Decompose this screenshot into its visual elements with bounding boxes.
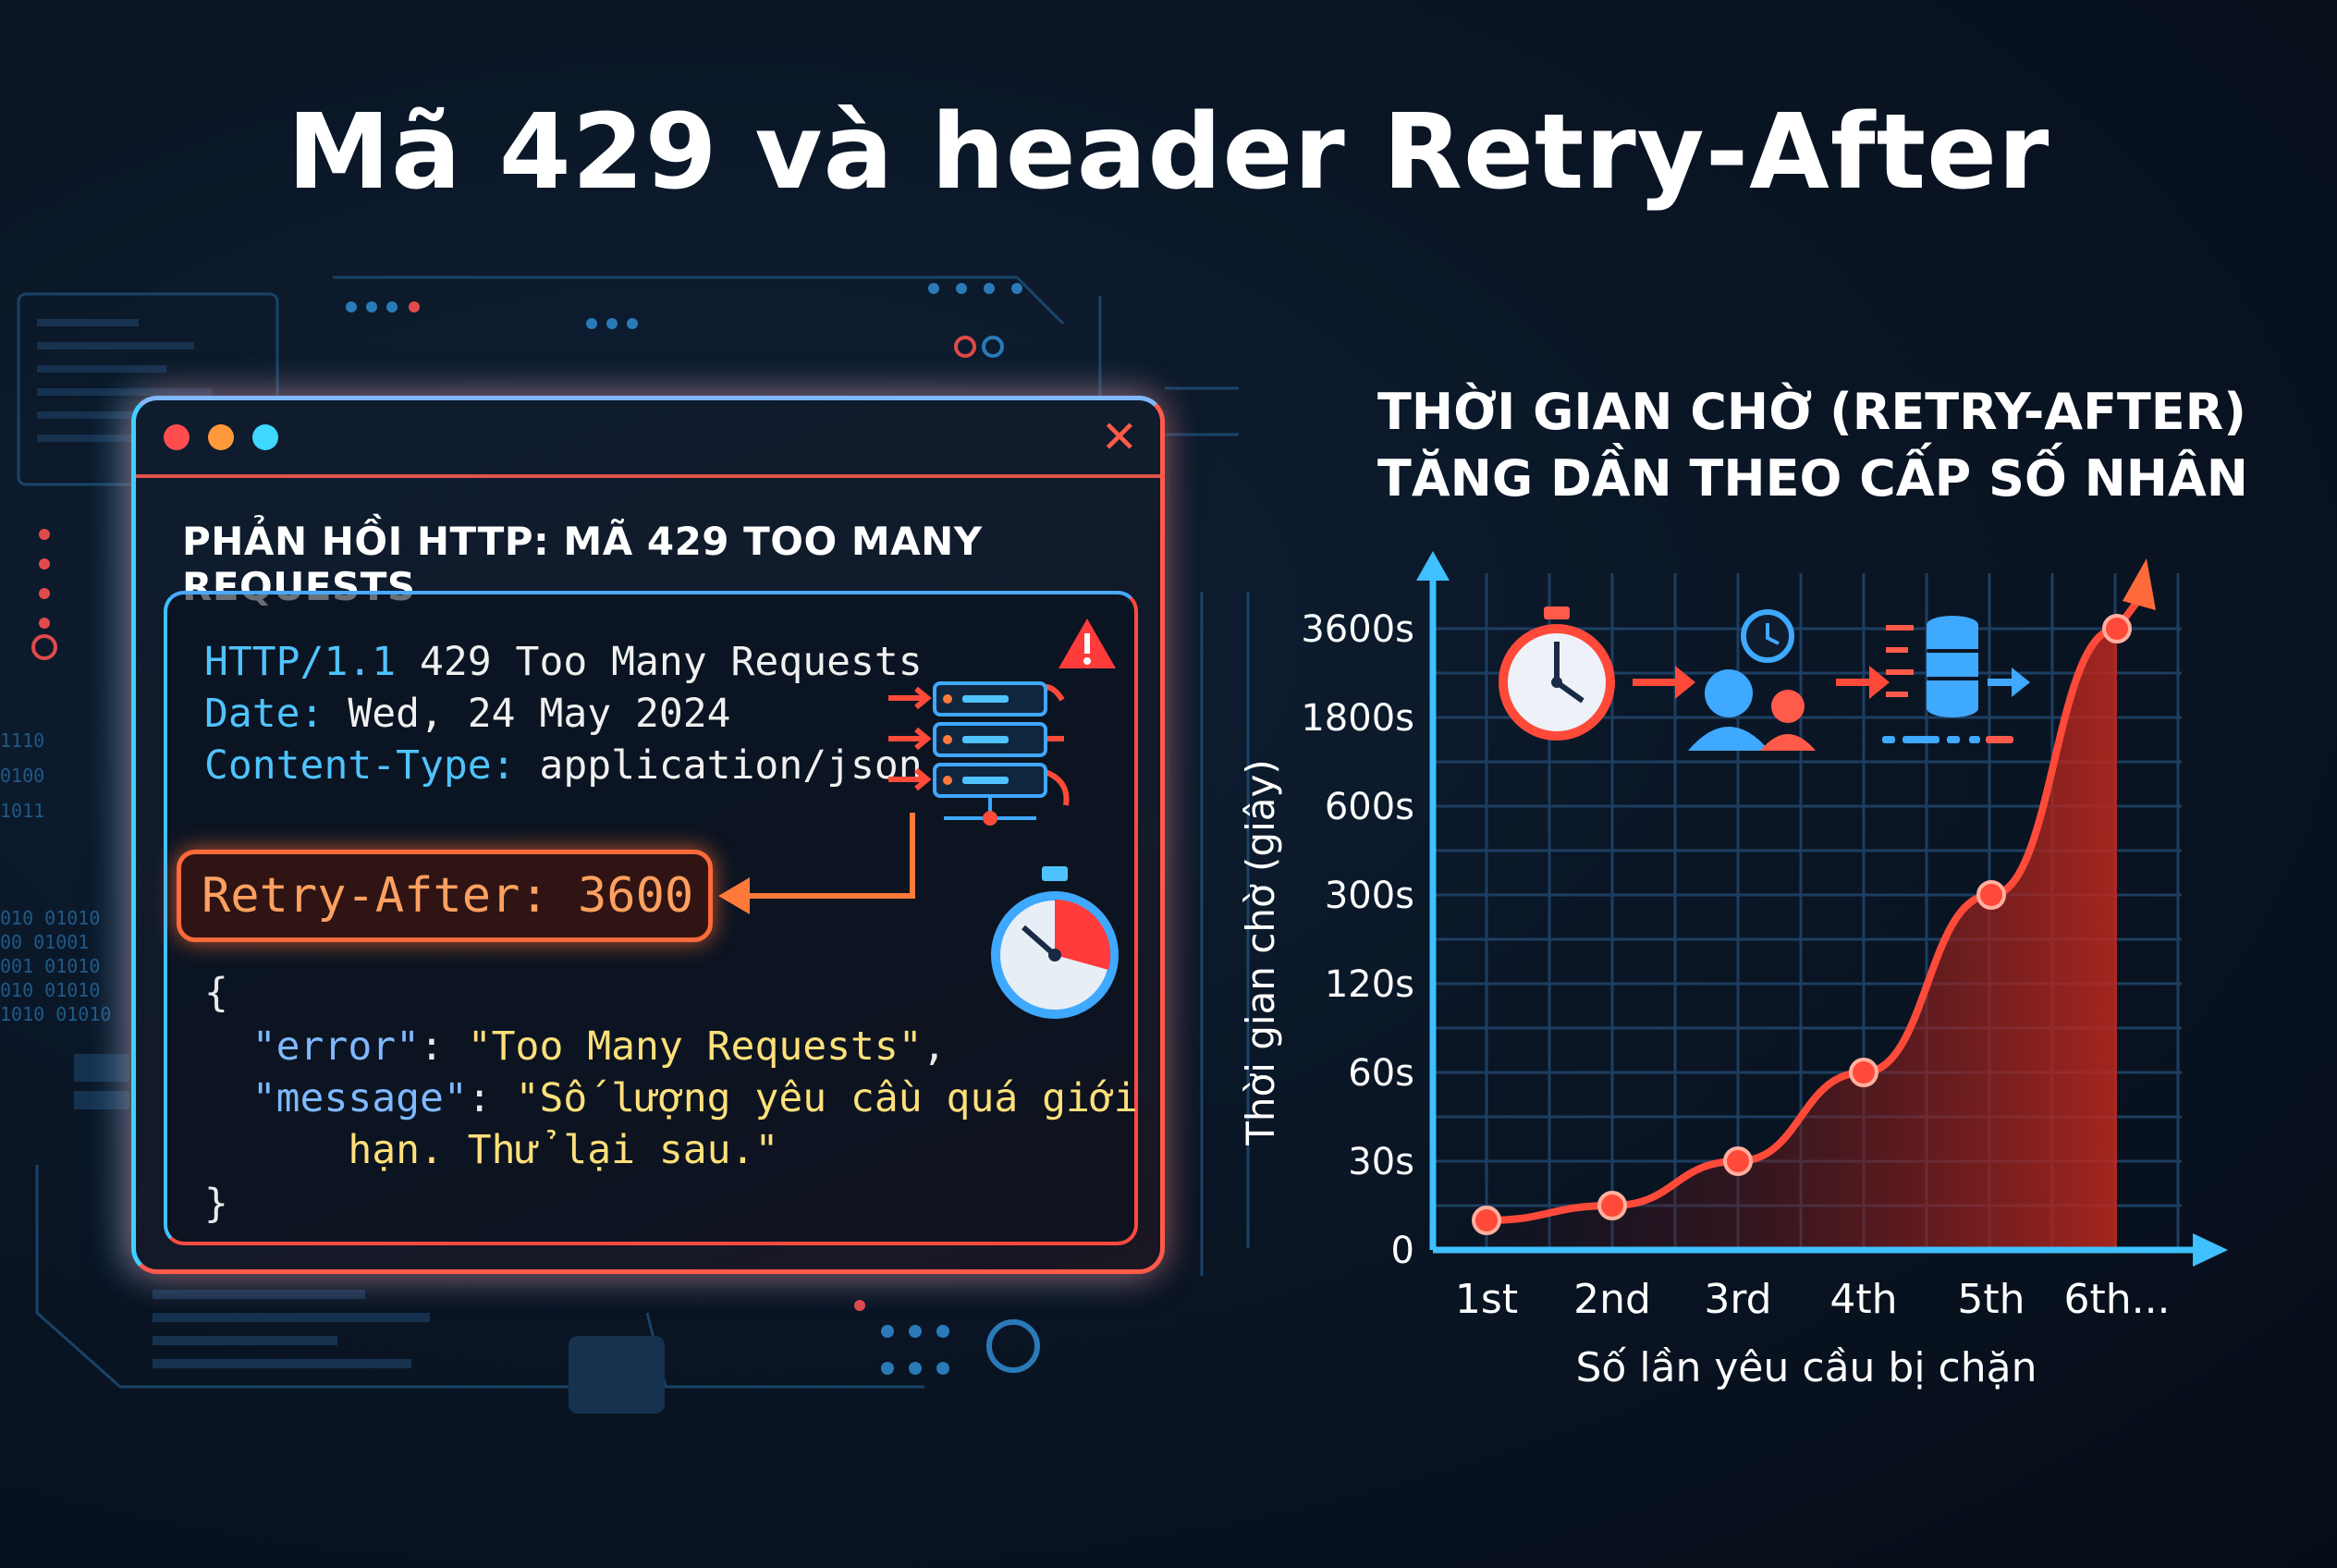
x-tick-label: 6th... bbox=[2063, 1276, 2170, 1323]
y-tick-label: 30s bbox=[1348, 1141, 1414, 1183]
database-icon bbox=[1882, 616, 2030, 743]
svg-text:010 01010: 010 01010 bbox=[0, 979, 100, 1001]
header-line-date: Date: Wed, 24 May 2024 bbox=[204, 691, 731, 737]
series-arrowhead bbox=[2123, 558, 2156, 610]
json-message-line: "message": "Số lượng yêu cầu quá giới bbox=[251, 1075, 1138, 1121]
data-point-1 bbox=[1472, 1206, 1501, 1235]
y-axis-arrowhead bbox=[1416, 551, 1450, 581]
http-response-window: ✕ PHẢN HỒI HTTP: MÃ 429 TOO MANY REQUEST… bbox=[131, 396, 1165, 1274]
y-tick-label: 1800s bbox=[1301, 697, 1414, 740]
chart-axes bbox=[1416, 551, 2228, 1267]
svg-text:1010 01010: 1010 01010 bbox=[0, 1003, 111, 1025]
svg-text:010 01010: 010 01010 bbox=[0, 907, 100, 929]
window-dot-cyan[interactable] bbox=[252, 424, 278, 450]
x-tick-label: 3rd bbox=[1704, 1276, 1771, 1323]
y-tick-label: 60s bbox=[1348, 1052, 1414, 1095]
y-tick-label: 600s bbox=[1325, 786, 1414, 828]
arrow-right-icon bbox=[1633, 666, 1695, 699]
svg-text:0100: 0100 bbox=[0, 765, 44, 787]
x-tick-labels: 1st 2nd 3rd 4th 5th 6th... bbox=[1455, 1276, 2171, 1323]
data-point-4 bbox=[1849, 1058, 1878, 1087]
close-icon[interactable]: ✕ bbox=[1100, 411, 1138, 463]
pointer-arrow-icon bbox=[718, 813, 915, 914]
retry-after-header-highlight: Retry-After: 3600 bbox=[177, 850, 713, 942]
svg-text:00 01001: 00 01001 bbox=[0, 931, 89, 953]
series-points bbox=[1472, 558, 2156, 1235]
stopwatch-icon bbox=[1499, 606, 1615, 741]
code-panel: HTTP/1.1 429 Too Many Requests Date: Wed… bbox=[164, 591, 1138, 1245]
y-tick-label: 120s bbox=[1325, 963, 1414, 1006]
json-close-brace: } bbox=[204, 1181, 228, 1227]
series-area bbox=[1487, 629, 2117, 1250]
data-point-5 bbox=[1976, 880, 2006, 910]
svg-text:001 01010: 001 01010 bbox=[0, 955, 100, 977]
y-tick-label: 3600s bbox=[1301, 608, 1414, 651]
x-tick-label: 5th bbox=[1957, 1276, 2025, 1323]
json-error-line: "error": "Too Many Requests", bbox=[251, 1023, 947, 1070]
data-point-6 bbox=[2102, 614, 2132, 643]
chart-title-line-1: THỜI GIAN CHỜ (RETRY-AFTER) bbox=[1377, 383, 2246, 441]
chart-title-line-2: TĂNG DẦN THEO CẤP SỐ NHÂN bbox=[1377, 449, 2248, 508]
y-tick-label: 0 bbox=[1391, 1230, 1414, 1272]
x-tick-label: 4th bbox=[1829, 1276, 1897, 1323]
y-tick-label: 300s bbox=[1325, 875, 1414, 917]
header-line-status: HTTP/1.1 429 Too Many Requests bbox=[204, 639, 923, 685]
window-titlebar: ✕ bbox=[136, 400, 1160, 478]
x-axis-label: Số lần yêu cầu bị chặn bbox=[1576, 1344, 2037, 1391]
page-title: Mã 429 và header Retry-After bbox=[287, 92, 2050, 213]
json-open-brace: { bbox=[204, 970, 228, 1016]
data-point-3 bbox=[1723, 1146, 1753, 1176]
x-tick-label: 1st bbox=[1455, 1276, 1518, 1323]
chart-title: THỜI GIAN CHỜ (RETRY-AFTER) TĂNG DẦN THE… bbox=[1377, 379, 2248, 512]
users-clock-icon bbox=[1688, 609, 1816, 751]
svg-text:1011: 1011 bbox=[0, 800, 44, 822]
y-tick-labels: 0 30s 60s 120s 300s 600s 1800s 3600s bbox=[1301, 608, 1414, 1272]
data-point-2 bbox=[1597, 1191, 1627, 1220]
header-line-content-type: Content-Type: application/json bbox=[204, 742, 923, 789]
warning-icon bbox=[1058, 619, 1116, 668]
arrow-right-icon bbox=[1836, 666, 1890, 699]
x-axis-arrowhead bbox=[2193, 1233, 2228, 1267]
x-tick-label: 2nd bbox=[1573, 1276, 1651, 1323]
window-dot-red[interactable] bbox=[164, 424, 190, 450]
y-axis-label: Thời gian chờ (giây) bbox=[1238, 759, 1283, 1145]
stopwatch-icon bbox=[991, 866, 1119, 1019]
svg-text:1110: 1110 bbox=[0, 729, 44, 752]
server-rack-icon bbox=[888, 681, 1070, 826]
json-message-continuation: hạn. Thử lại sau." bbox=[348, 1127, 779, 1173]
window-dot-orange[interactable] bbox=[208, 424, 234, 450]
